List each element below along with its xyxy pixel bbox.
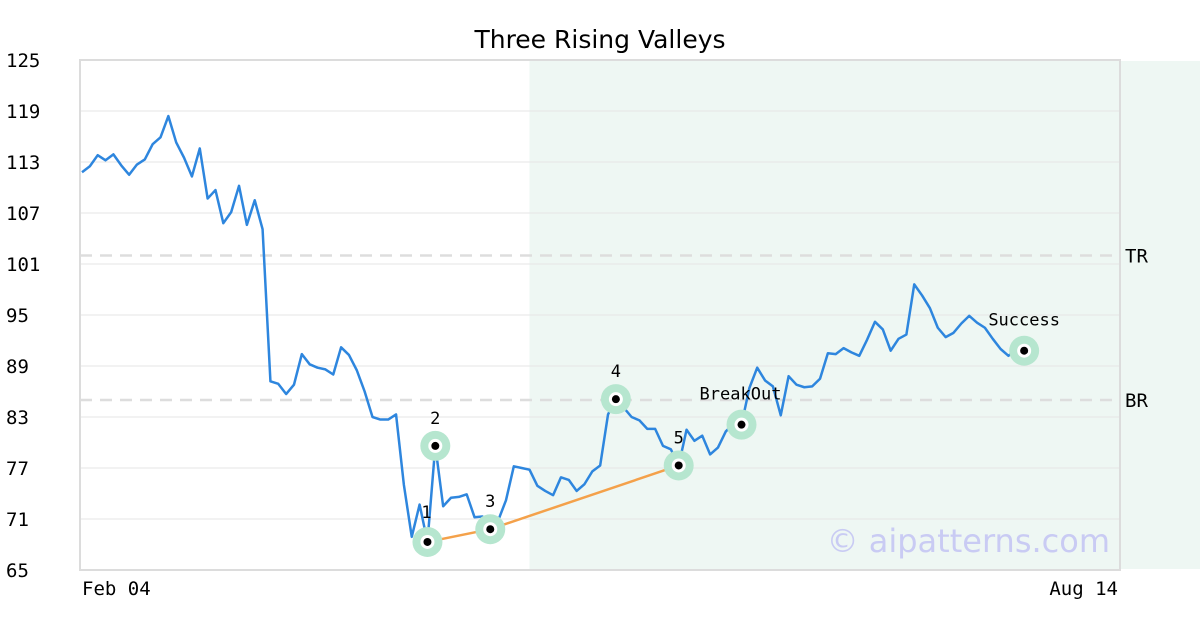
point-label: 3 <box>485 492 495 512</box>
x-tick-label: Feb 04 <box>82 578 151 600</box>
point-marker-dot <box>737 420 746 429</box>
point-label: 4 <box>611 362 621 382</box>
y-tick-label: 65 <box>6 560 29 582</box>
point-label: Success <box>988 311 1060 331</box>
point-marker-dot <box>486 525 495 534</box>
y-tick-label: 83 <box>6 407 29 429</box>
point-marker-dot <box>423 537 432 546</box>
reference-line-group: TR BR <box>80 246 1148 412</box>
y-tick-label: 71 <box>6 509 29 531</box>
point-marker-dot <box>431 441 440 450</box>
y-tick-label: 119 <box>6 101 40 123</box>
y-tick-label: 95 <box>6 305 29 327</box>
point-marker-dot <box>1020 346 1029 355</box>
x-tick-labels: Feb 04 Aug 14 <box>82 578 1118 600</box>
point-label: 1 <box>421 503 431 523</box>
plot-frame <box>79 59 1121 571</box>
point-label: 2 <box>430 409 440 429</box>
y-tick-labels: 125 119 113 107 101 95 89 83 77 71 65 <box>6 50 40 582</box>
point-label: 5 <box>674 428 684 448</box>
y-tick-label: 89 <box>6 356 29 378</box>
point-label: BreakOut <box>700 385 782 405</box>
x-tick-label: Aug 14 <box>1049 578 1118 600</box>
price-line <box>81 114 1032 544</box>
watermark: © aipatterns.com <box>827 522 1110 560</box>
point-markers: 1 2 3 4 5 BreakOut Success <box>412 311 1060 557</box>
chart-title: Three Rising Valleys <box>473 25 725 54</box>
reference-line-label: TR <box>1125 246 1148 268</box>
y-tick-label: 107 <box>6 203 40 225</box>
y-tick-label: 125 <box>6 50 40 72</box>
point-marker-dot <box>611 395 620 404</box>
point-marker-dot <box>674 461 683 470</box>
reference-line-label: BR <box>1125 390 1148 412</box>
y-tick-label: 101 <box>6 254 40 276</box>
y-tick-label: 113 <box>6 152 40 174</box>
y-tick-label: 77 <box>6 458 29 480</box>
